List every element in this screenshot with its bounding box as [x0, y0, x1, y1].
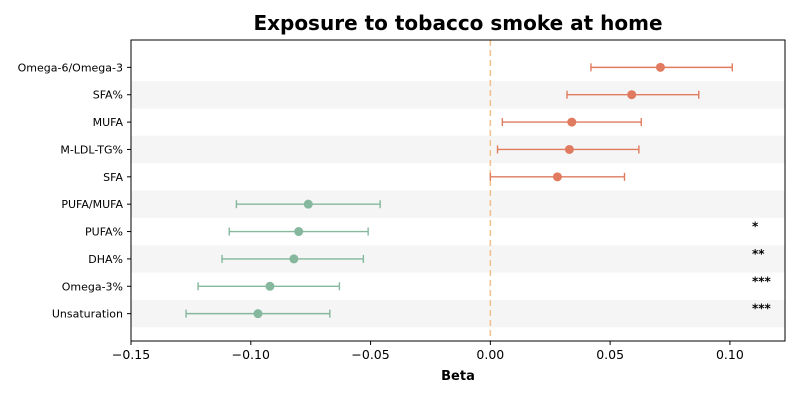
category-label: Unsaturation [52, 308, 123, 321]
x-axis: −0.15 −0.10 −0.05 0.00 0.05 0.10 [112, 341, 744, 362]
significance-marker: *** [752, 302, 772, 316]
forest-row: SFA% [93, 89, 700, 102]
significance-marker: *** [752, 274, 772, 288]
x-tick-label: −0.05 [351, 347, 389, 362]
category-label: Omega-6/Omega-3 [18, 61, 123, 74]
forest-row: SFA [103, 171, 626, 184]
forest-row: M-LDL-TG% [60, 143, 640, 156]
forest-row: PUFA/MUFA [61, 198, 381, 211]
x-tick-label: −0.10 [232, 347, 270, 362]
beta-point [265, 281, 275, 291]
forest-row: Omega-6/Omega-3 [18, 61, 733, 74]
axes-frame [130, 39, 786, 342]
category-label: M-LDL-TG% [60, 143, 123, 156]
forest-row: MUFA [93, 116, 642, 129]
category-label: Omega-3% [62, 280, 123, 293]
forest-row: Unsaturation *** [52, 302, 772, 321]
category-label: SFA% [93, 89, 123, 102]
category-label: MUFA [93, 116, 124, 129]
forest-row: DHA% ** [88, 247, 765, 266]
category-label: PUFA/MUFA [61, 198, 123, 211]
x-tick-label: −0.15 [112, 347, 150, 362]
beta-point [253, 309, 263, 319]
x-tick-label: 0.10 [716, 347, 744, 362]
x-tick-label: 0.05 [596, 347, 624, 362]
beta-point [552, 172, 562, 182]
beta-point [564, 144, 574, 154]
beta-point [655, 62, 665, 72]
category-label: PUFA% [85, 226, 123, 239]
beta-point [567, 117, 577, 127]
x-axis-label: Beta [441, 369, 475, 384]
category-label: DHA% [88, 253, 123, 266]
chart-title: Exposure to tobacco smoke at home [253, 11, 662, 35]
category-label: SFA [103, 171, 123, 184]
forest-row: Omega-3% *** [62, 274, 772, 293]
row-stripe [131, 135, 785, 164]
beta-point [294, 227, 304, 237]
row-stripe [131, 190, 785, 218]
forest-row: PUFA% * [85, 220, 759, 239]
row-stripes [131, 81, 785, 328]
beta-point [289, 254, 299, 264]
x-tick-label: 0.00 [476, 347, 504, 362]
significance-marker: ** [752, 247, 765, 261]
beta-point [627, 90, 637, 100]
data-rows: Omega-6/Omega-3 SFA% MUFA M-LDL-TG% SFA PUFA/… [18, 61, 772, 320]
significance-marker: * [752, 220, 759, 234]
beta-point [303, 199, 313, 209]
